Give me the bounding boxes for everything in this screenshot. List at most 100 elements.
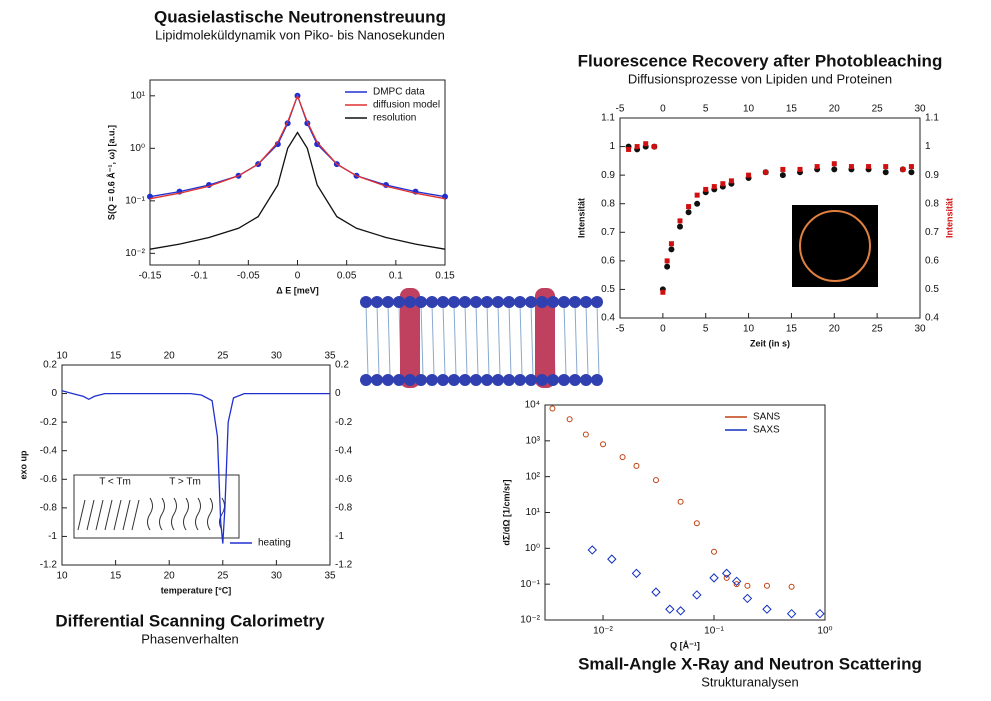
frap-inset <box>792 205 878 287</box>
y-tick-label: 0.4 <box>601 313 615 324</box>
lipid-icon <box>195 497 201 531</box>
protein <box>400 288 420 388</box>
annotation: T > Tm <box>169 477 201 488</box>
lipid-tail <box>387 303 391 377</box>
chart-subtitle: Phasenverhalten <box>141 631 239 646</box>
point <box>720 181 726 187</box>
y-tick-label: 10⁰ <box>525 543 540 554</box>
point <box>664 263 671 270</box>
y-tick-label: 10⁻¹ <box>125 195 145 206</box>
y-tick-label-right: -0.2 <box>335 417 353 428</box>
point <box>908 164 914 170</box>
y-tick-label: 10¹ <box>526 507 541 518</box>
y-tick-label: -0.6 <box>40 474 58 485</box>
point <box>685 209 692 216</box>
y-tick-label-right: 1 <box>925 141 931 152</box>
point <box>582 431 589 438</box>
lipid-icon <box>171 497 177 531</box>
x-tick-label-top: 10 <box>743 104 755 115</box>
lipid-icon <box>86 499 95 531</box>
chart-title: Quasielastische Neutronenstreuung <box>154 7 446 26</box>
lipid-head <box>470 374 482 386</box>
y-tick-label: 0.2 <box>43 360 57 371</box>
lipid-head <box>558 296 570 308</box>
y-tick-label: 10² <box>526 471 541 482</box>
point <box>694 200 701 207</box>
point <box>763 169 769 175</box>
point <box>797 166 803 172</box>
y-tick-label: 10⁻² <box>520 615 540 626</box>
lipid-head <box>481 374 493 386</box>
legend-label: SANS <box>753 412 781 423</box>
point <box>728 178 734 184</box>
lipid-head <box>525 296 537 308</box>
point <box>866 164 872 170</box>
y-tick-label-right: 0.2 <box>335 360 349 371</box>
inset-ring <box>799 210 871 282</box>
x-tick-label: 10⁻¹ <box>704 626 724 637</box>
point <box>711 184 717 190</box>
x-tick-label: 0 <box>295 271 301 282</box>
point <box>677 223 683 230</box>
x-tick-label: 5 <box>703 324 709 335</box>
y-tick-label: -0.8 <box>40 502 58 513</box>
x-tick-label: 10⁻² <box>593 626 613 637</box>
x-tick-label: 20 <box>829 324 841 335</box>
x-tick-label: 10 <box>743 324 755 335</box>
series-line <box>149 93 446 200</box>
point <box>831 161 837 167</box>
y-tick-label: 0 <box>51 388 57 399</box>
point <box>651 144 657 150</box>
x-tick-label: 15 <box>786 324 798 335</box>
lipid-head <box>360 296 372 308</box>
lipid-head <box>437 374 449 386</box>
y-tick-label: 1.1 <box>601 113 615 124</box>
lipid-head <box>448 374 460 386</box>
x-tick-label-top: -5 <box>616 104 625 115</box>
lipid-head <box>569 296 581 308</box>
series-line <box>149 93 446 198</box>
y-tick-label: 1 <box>609 141 615 152</box>
y-tick-label: 10⁻¹ <box>520 579 540 590</box>
protein <box>535 288 555 388</box>
lipid-tail <box>563 303 567 377</box>
lipid-head <box>536 296 548 308</box>
lipid-head <box>404 374 416 386</box>
lipid-head <box>591 374 603 386</box>
point <box>731 576 742 587</box>
y-tick-label-right: 0.5 <box>925 284 939 295</box>
point <box>711 548 718 555</box>
y2-axis-label: Intensität <box>944 198 954 238</box>
x-tick-label: 15 <box>110 571 122 582</box>
chart-subtitle: Strukturanalysen <box>701 674 799 689</box>
x-tick-label: 10⁰ <box>817 626 832 637</box>
x-tick-label-top: 25 <box>217 351 229 362</box>
y-tick-label: 0.9 <box>601 170 615 181</box>
lipid-icon <box>95 499 104 531</box>
point <box>883 164 889 170</box>
series-line <box>61 390 330 544</box>
plot-frame <box>619 117 921 319</box>
y-tick-label: 10⁴ <box>525 400 540 411</box>
lipid-head <box>580 296 592 308</box>
lipid-head <box>360 374 372 386</box>
point <box>723 574 730 581</box>
y-tick-label-right: 0.4 <box>925 313 939 324</box>
x-tick-label: 20 <box>164 571 176 582</box>
dsc-inset: T < Tm T > Tm <box>73 474 240 539</box>
point <box>626 146 632 152</box>
y-tick-label-right: -0.4 <box>335 445 353 456</box>
point <box>900 166 906 172</box>
lipid-head <box>514 374 526 386</box>
lipid-head <box>415 374 427 386</box>
inset-image <box>792 205 878 287</box>
y-tick-label: 10³ <box>526 435 541 446</box>
x-tick-label-top: 15 <box>786 104 798 115</box>
y-tick-label-right: 0 <box>335 388 341 399</box>
point <box>587 545 597 555</box>
lipid-head <box>382 374 394 386</box>
legend-label: heating <box>258 538 291 549</box>
point <box>668 246 675 253</box>
x-tick-label: 0.05 <box>337 271 357 282</box>
lipid-head <box>503 374 515 386</box>
